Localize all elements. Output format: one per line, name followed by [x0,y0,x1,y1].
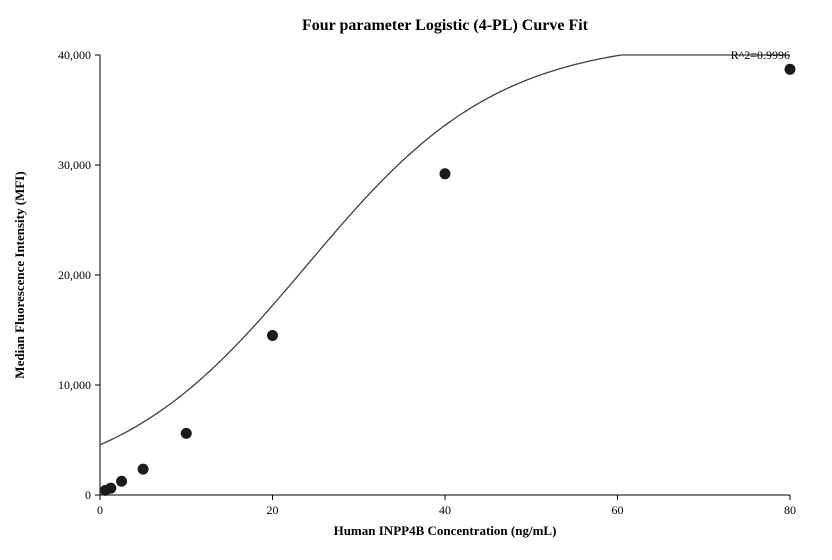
x-axis-ticks: 0 20 40 60 80 [97,495,796,517]
x-tick-label: 0 [97,503,103,517]
data-point [785,64,795,74]
r-squared-annotation: R^2=0.9996 [731,48,790,62]
x-tick-label: 60 [612,503,624,517]
y-axis-label: Median Fluorescence Intensity (MFI) [12,171,27,378]
y-tick-label: 30,000 [58,158,91,172]
data-point [268,331,278,341]
data-point [440,169,450,179]
chart-svg: Four parameter Logistic (4-PL) Curve Fit… [0,0,832,560]
x-axis-label: Human INPP4B Concentration (ng/mL) [334,523,557,538]
plot-background [100,55,790,495]
y-tick-label: 20,000 [58,268,91,282]
x-tick-label: 80 [784,503,796,517]
x-tick-label: 20 [267,503,279,517]
y-tick-label: 0 [85,488,91,502]
data-point [138,464,148,474]
x-tick-label: 40 [439,503,451,517]
chart-container: Four parameter Logistic (4-PL) Curve Fit… [0,0,832,560]
data-point [106,483,116,493]
data-point [181,428,191,438]
chart-title: Four parameter Logistic (4-PL) Curve Fit [302,17,589,34]
y-tick-label: 40,000 [58,48,91,62]
data-point [117,476,127,486]
y-tick-label: 10,000 [58,378,91,392]
y-axis-ticks: 0 10,000 20,000 30,000 40,000 [58,48,100,502]
